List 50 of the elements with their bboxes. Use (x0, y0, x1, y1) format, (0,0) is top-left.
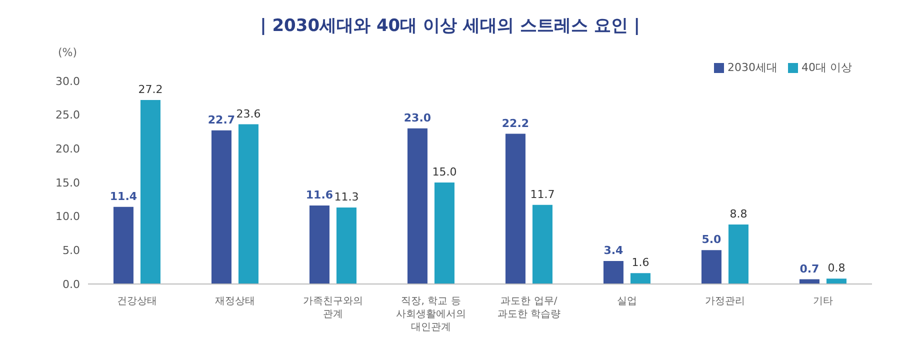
chart-title: | 2030세대와 40대 이상 세대의 스트레스 요인 | (259, 15, 641, 37)
bar (728, 224, 748, 284)
data-label: 8.8 (730, 207, 748, 220)
x-tick-label: 기타 (813, 296, 833, 307)
y-tick-label: 0.0 (62, 278, 80, 291)
y-axis-title: (%) (58, 46, 78, 59)
legend-label: 2030세대 (728, 61, 778, 74)
y-tick-label: 30.0 (56, 74, 80, 88)
y-tick-label: 20.0 (56, 142, 80, 156)
legend-label: 40대 이상 (802, 61, 852, 74)
y-tick-label: 25.0 (56, 108, 80, 122)
bar (407, 128, 428, 284)
data-label: 3.4 (604, 244, 624, 257)
x-tick-label: 가족친구와의 관계 (303, 296, 363, 320)
data-label: 0.8 (828, 262, 846, 275)
bar (532, 204, 552, 284)
data-label: 0.7 (800, 262, 820, 276)
data-label: 5.0 (702, 233, 722, 246)
data-label: 1.6 (632, 256, 650, 270)
bar (630, 273, 650, 284)
x-tick-label: 재정상태 (215, 296, 255, 307)
data-label: 22.2 (502, 116, 530, 130)
y-tick-label: 10.0 (56, 210, 80, 224)
bar (505, 134, 526, 284)
data-label: 11.6 (306, 188, 334, 202)
data-label: 11.3 (334, 190, 359, 204)
data-label: 15.0 (432, 166, 457, 178)
bar (434, 182, 454, 284)
x-tick-label: 직장, 학교 등 사회생활에서의 대인관계 (396, 296, 466, 333)
bar (238, 124, 258, 284)
y-tick-label: 15.0 (56, 176, 80, 190)
y-tick-label: 5.0 (62, 244, 80, 258)
bar (211, 130, 232, 284)
x-tick-label: 실업 (617, 296, 637, 307)
bar (603, 260, 624, 284)
data-label: 23.6 (236, 107, 261, 120)
data-label: 22.7 (208, 113, 236, 126)
x-tick-label: 건강상태 (117, 296, 157, 307)
data-label: 23.0 (404, 111, 432, 124)
bar (701, 250, 722, 284)
bar (140, 100, 160, 284)
bar (336, 208, 356, 284)
x-tick-label: 가정관리 (705, 296, 745, 307)
bar (309, 206, 330, 284)
data-label: 27.2 (138, 82, 163, 96)
x-tick-label: 과도한 업무/ 과도한 학습량 (497, 296, 561, 320)
data-label: 11.7 (530, 188, 555, 201)
data-label: 11.4 (110, 190, 138, 203)
bar (113, 206, 134, 284)
bar (826, 278, 846, 284)
